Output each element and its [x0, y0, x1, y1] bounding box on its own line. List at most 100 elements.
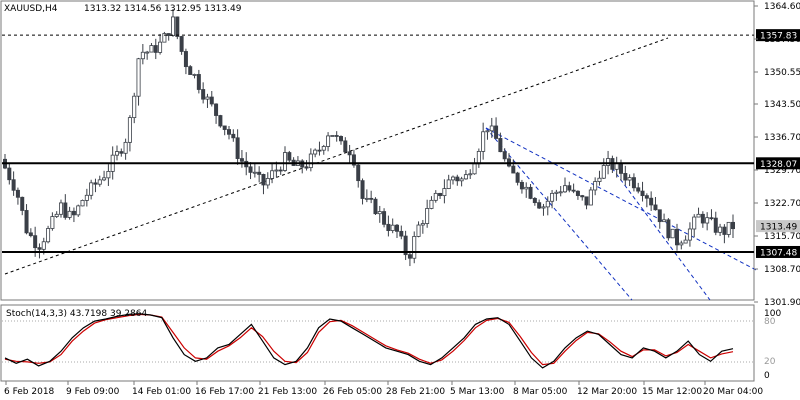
candle-body — [132, 95, 137, 119]
candle-body — [537, 202, 542, 209]
candle-body — [166, 33, 171, 36]
candle-body — [252, 171, 257, 174]
candle-body — [343, 140, 348, 153]
candle-body — [28, 232, 33, 237]
candle-body — [192, 74, 197, 76]
price-tick-label: 1336.70 — [764, 133, 800, 143]
price-tick-label: 1364.60 — [764, 2, 800, 12]
candle-body — [571, 189, 576, 192]
candle-body — [218, 115, 223, 127]
price-tick-label: 1357.50 — [764, 35, 800, 45]
symbol-label: XAUUSD,H4 — [4, 4, 58, 14]
candle-body — [170, 16, 175, 36]
candle-body — [627, 177, 632, 181]
candle-body — [261, 174, 266, 186]
candle-body — [390, 224, 395, 231]
candle-body — [636, 187, 641, 192]
candle-body — [519, 181, 524, 190]
candle-body — [50, 216, 55, 229]
price-tick-label: 1350.55 — [764, 68, 800, 78]
candle-body — [623, 173, 628, 181]
candle-body — [15, 189, 20, 198]
candle-body — [140, 51, 145, 60]
candle-body — [644, 195, 649, 199]
level-1307-badge — [756, 245, 800, 258]
candle-body — [425, 208, 430, 224]
stoch-tick-label: 100 — [764, 309, 781, 319]
candle-body — [54, 213, 59, 217]
candle-body — [476, 150, 481, 165]
candle-body — [347, 151, 352, 156]
candle-body — [580, 195, 585, 198]
candle-body — [601, 165, 606, 179]
candle-body — [541, 206, 546, 209]
stochastic-oscillator — [4, 313, 734, 369]
candle-body — [175, 16, 180, 37]
level-1328-badge — [756, 157, 800, 170]
candle-body — [511, 165, 516, 174]
candle-body — [696, 213, 701, 218]
candle-body — [326, 135, 331, 147]
candle-body — [545, 200, 550, 208]
stoch-label: Stoch(14,3,3) 43.7198 39.2864 — [6, 309, 147, 319]
candle-body — [93, 182, 98, 185]
candle-body — [278, 169, 283, 172]
current-price-label: 1313.49 — [760, 223, 797, 233]
candle-body — [153, 45, 158, 53]
candle-body — [705, 217, 710, 224]
candle-body — [550, 192, 555, 202]
candle-body — [364, 197, 369, 200]
trendlines — [4, 37, 757, 301]
candle-body — [713, 217, 718, 233]
time-tick-label: 21 Feb 13:00 — [258, 387, 317, 397]
candle-body — [700, 213, 705, 224]
time-tick-label: 20 Mar 04:00 — [703, 387, 763, 397]
candle-body — [666, 219, 671, 239]
candle-body — [119, 151, 124, 154]
candle-body — [76, 205, 81, 216]
candle-body — [115, 151, 120, 156]
candle-body — [11, 179, 16, 191]
horizontal-levels: 1357.83 1328.07 1307.48 1313.49 — [2, 29, 800, 258]
candle-body — [649, 197, 654, 206]
candle-body — [196, 74, 201, 90]
candle-body — [494, 125, 499, 139]
candle-body — [709, 217, 714, 220]
candle-body — [97, 179, 102, 185]
candle-body — [235, 137, 240, 159]
candle-body — [442, 188, 447, 197]
candle-body — [136, 58, 141, 97]
candle-body — [394, 224, 399, 232]
candle-body — [373, 198, 378, 215]
candle-body — [274, 169, 279, 172]
candle-body — [726, 221, 731, 235]
candle-body — [123, 141, 128, 154]
candle-body — [429, 199, 434, 209]
candle-body — [46, 228, 51, 243]
candle-body — [584, 196, 589, 206]
candle-body — [683, 239, 688, 244]
candle-body — [334, 135, 339, 137]
time-tick-label: 15 Mar 12:00 — [642, 387, 702, 397]
candle-body — [593, 181, 598, 191]
stoch-tick-label: 80 — [764, 317, 776, 327]
time-tick-label: 12 Mar 20:00 — [577, 387, 637, 397]
candles — [3, 8, 736, 267]
candle-body — [287, 152, 292, 161]
candle-body — [158, 41, 163, 53]
price-tick-label: 1329.70 — [764, 166, 800, 176]
candle-body — [433, 192, 438, 201]
price-tick-label: 1343.50 — [764, 100, 800, 110]
candle-body — [209, 96, 214, 105]
candle-body — [84, 194, 89, 201]
time-tick-label: 28 Feb 21:00 — [386, 387, 445, 397]
time-tick-label: 6 Feb 2018 — [4, 387, 55, 397]
candle-body — [438, 192, 443, 197]
candle-body — [631, 177, 636, 189]
time-tick-label: 16 Feb 17:00 — [195, 387, 254, 397]
candle-body — [524, 186, 529, 190]
candle-body — [33, 235, 38, 249]
ohlc-label: 1313.32 1314.56 1312.95 1313.49 — [84, 4, 242, 14]
candle-body — [317, 149, 322, 152]
